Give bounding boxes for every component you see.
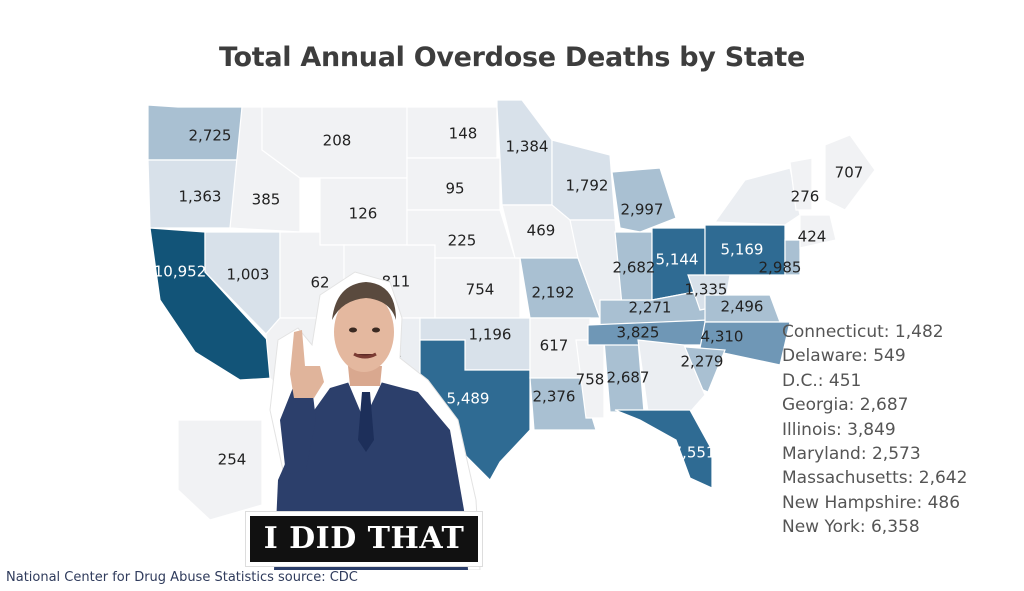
map-value-label: 754: [466, 281, 495, 299]
map-value-label: 95: [445, 180, 464, 198]
state-value-item: Maryland: 2,573: [782, 444, 921, 465]
state-value-list: Connecticut: 1,482 Delaware: 549 D.C.: 451…: [782, 320, 967, 540]
meme-caption: I DID THAT: [246, 512, 482, 566]
state-value-item: Delaware: 549: [782, 346, 906, 367]
state-florida: [614, 409, 713, 489]
map-value-label: 7,551: [673, 444, 716, 462]
map-value-label: 1,335: [685, 281, 728, 299]
map-value-label: 2,496: [721, 298, 764, 316]
state-michigan: [611, 167, 677, 233]
state-value-item: Illinois: 3,849: [782, 419, 896, 440]
state-north-carolina: [699, 321, 791, 366]
map-value-label: 2,687: [607, 369, 650, 387]
map-value-label: 2,279: [681, 353, 724, 371]
map-value-label: 62: [310, 274, 329, 292]
map-value-label: 4,310: [701, 328, 744, 346]
state-alaska: [177, 419, 263, 521]
map-value-label: 2,725: [189, 127, 232, 145]
map-value-label: 707: [835, 164, 864, 182]
state-louisiana: [529, 377, 597, 431]
map-value-label: 5,144: [656, 251, 699, 269]
state-new-jersey: [784, 239, 801, 276]
map-value-label: 2,192: [532, 284, 575, 302]
map-value-label: 758: [576, 371, 605, 389]
map-value-label: 2,376: [533, 388, 576, 406]
map-value-label: 208: [323, 132, 352, 150]
map-value-label: 3,825: [617, 324, 660, 342]
map-value-label: 1,003: [227, 266, 270, 284]
map-value-label: 1,196: [469, 326, 512, 344]
state-maine: [824, 134, 876, 211]
map-value-label: 617: [540, 337, 569, 355]
map-value-label: 1,792: [566, 177, 609, 195]
state-value-item: D.C.: 451: [782, 370, 862, 391]
map-value-label: 148: [449, 125, 478, 143]
map-value-label: 469: [527, 222, 556, 240]
map-value-label: 385: [252, 191, 281, 209]
map-value-label: 1,363: [179, 188, 222, 206]
map-value-label: 2,682: [613, 259, 656, 277]
map-value-label: 2,997: [621, 201, 664, 219]
state-vermont: [789, 157, 813, 211]
state-value-item: Georgia: 2,687: [782, 395, 909, 416]
map-value-label: 225: [448, 232, 477, 250]
map-value-label: 254: [218, 451, 247, 469]
map-value-label: 424: [798, 228, 827, 246]
state-value-item: Massachusetts: 2,642: [782, 468, 968, 489]
map-value-label: 2,985: [759, 259, 802, 277]
map-value-label: 276: [791, 188, 820, 206]
chart-title: Total Annual Overdose Deaths by State: [219, 42, 805, 73]
state-value-item: Connecticut: 1,482: [782, 322, 944, 342]
map-value-label: 126: [349, 205, 378, 223]
map-value-label: 2,271: [629, 299, 672, 317]
state-value-item: New York: 6,358: [782, 517, 920, 538]
map-value-label: 5,169: [721, 241, 764, 259]
state-georgia: [637, 339, 706, 413]
state-new-york: [713, 167, 801, 226]
map-value-label: 10,952: [154, 263, 207, 281]
state-rhode-island: [799, 214, 837, 249]
map-value-label: 1,384: [506, 138, 549, 156]
map-value-label: 5,489: [447, 390, 490, 408]
state-value-item: New Hampshire: 486: [782, 492, 961, 513]
source-note: National Center for Drug Abuse Statistic…: [6, 570, 358, 585]
